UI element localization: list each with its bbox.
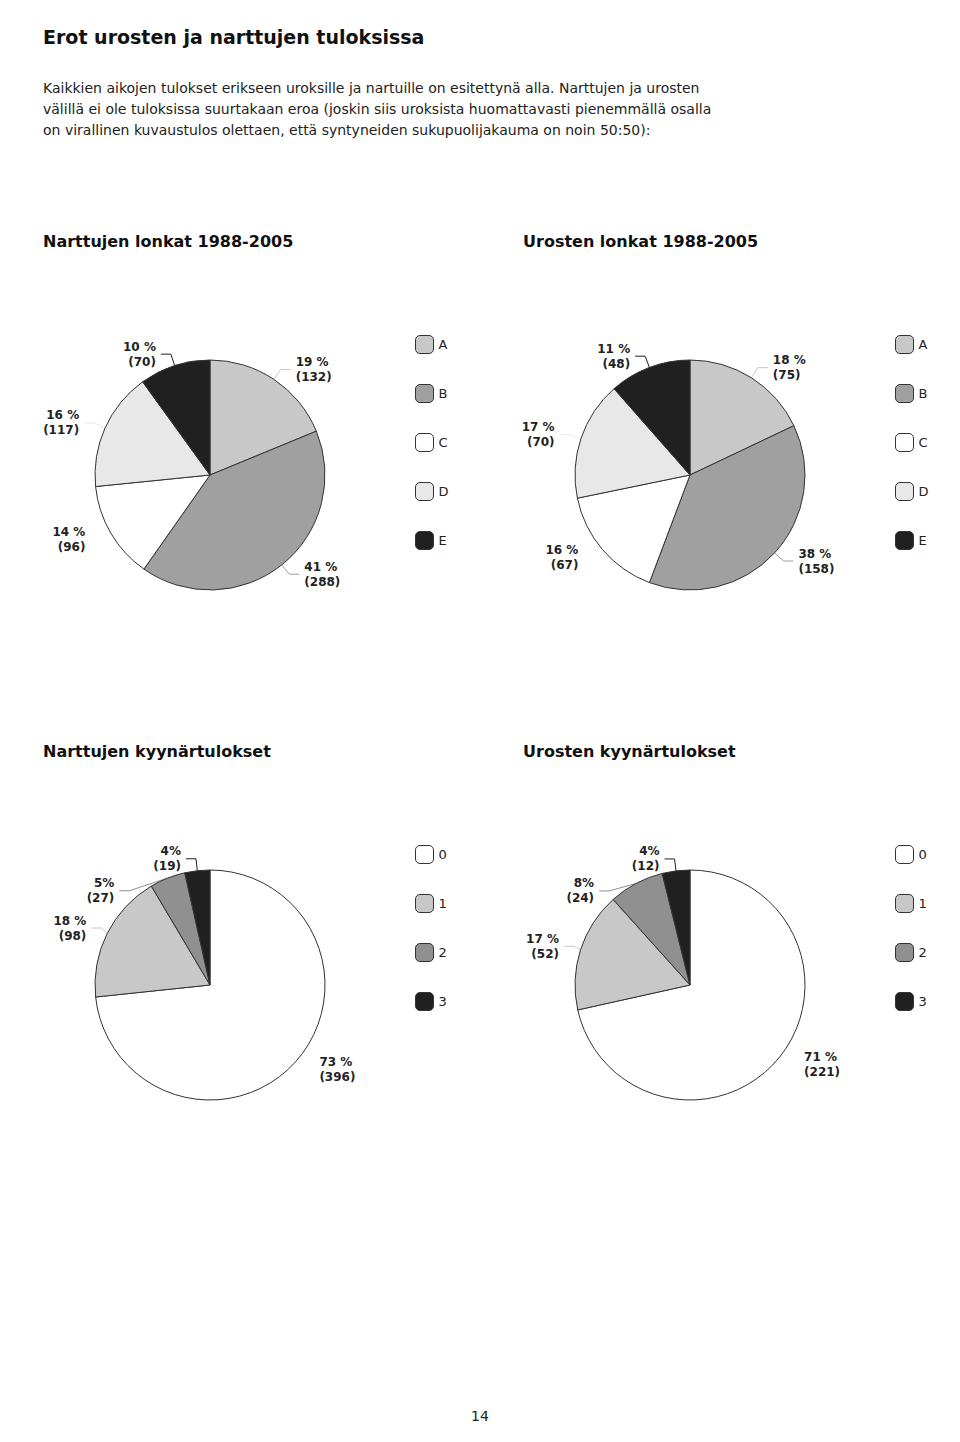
svg-text:(98): (98) xyxy=(59,929,87,943)
svg-text:Urosten lonkat 1988-2005: Urosten lonkat 1988-2005 xyxy=(523,232,758,251)
svg-text:16 %: 16 % xyxy=(46,408,79,422)
svg-text:E: E xyxy=(439,533,447,548)
svg-text:(70): (70) xyxy=(527,435,555,449)
svg-text:(24): (24) xyxy=(566,891,594,905)
svg-text:5%: 5% xyxy=(94,876,114,890)
svg-text:(96): (96) xyxy=(58,540,86,554)
svg-text:(158): (158) xyxy=(798,562,834,576)
svg-text:(75): (75) xyxy=(773,368,801,382)
svg-text:4%: 4% xyxy=(639,844,659,858)
svg-text:1: 1 xyxy=(439,896,447,911)
svg-text:17 %: 17 % xyxy=(522,420,555,434)
svg-text:2: 2 xyxy=(919,945,927,960)
svg-text:11 %: 11 % xyxy=(597,342,630,356)
svg-text:A: A xyxy=(919,337,928,352)
svg-text:Narttujen kyynärtulokset: Narttujen kyynärtulokset xyxy=(43,742,271,761)
svg-text:D: D xyxy=(439,484,449,499)
svg-text:10 %: 10 % xyxy=(123,340,156,354)
svg-text:D: D xyxy=(919,484,929,499)
svg-text:38 %: 38 % xyxy=(798,547,831,561)
svg-text:(396): (396) xyxy=(319,1070,355,1084)
svg-text:(117): (117) xyxy=(43,423,79,437)
svg-text:välillä ei ole tuloksissa suur: välillä ei ole tuloksissa suurtakaan ero… xyxy=(43,101,711,117)
svg-text:(221): (221) xyxy=(804,1065,840,1079)
svg-text:C: C xyxy=(439,435,448,450)
svg-text:(48): (48) xyxy=(602,357,630,371)
svg-text:3: 3 xyxy=(919,994,927,1009)
svg-text:(27): (27) xyxy=(87,891,115,905)
svg-text:16 %: 16 % xyxy=(545,543,578,557)
svg-text:Urosten kyynärtulokset: Urosten kyynärtulokset xyxy=(523,742,736,761)
svg-text:on virallinen kuvaustulos olet: on virallinen kuvaustulos olettaen, että… xyxy=(43,122,650,138)
svg-text:17 %: 17 % xyxy=(526,932,559,946)
svg-text:(288): (288) xyxy=(304,575,340,589)
svg-text:(12): (12) xyxy=(632,859,660,873)
svg-text:(67): (67) xyxy=(551,558,579,572)
svg-text:18 %: 18 % xyxy=(773,353,806,367)
svg-text:Kaikkien aikojen tulokset erik: Kaikkien aikojen tulokset erikseen uroks… xyxy=(43,80,700,96)
svg-text:A: A xyxy=(439,337,448,352)
svg-text:Narttujen lonkat 1988-2005: Narttujen lonkat 1988-2005 xyxy=(43,232,293,251)
svg-text:(70): (70) xyxy=(128,355,156,369)
svg-text:Erot urosten ja narttujen tulo: Erot urosten ja narttujen tuloksissa xyxy=(43,26,424,48)
svg-text:3: 3 xyxy=(439,994,447,1009)
svg-text:2: 2 xyxy=(439,945,447,960)
svg-text:(52): (52) xyxy=(531,947,559,961)
svg-text:41 %: 41 % xyxy=(304,560,337,574)
svg-text:14: 14 xyxy=(471,1408,489,1424)
svg-text:E: E xyxy=(919,533,927,548)
svg-text:0: 0 xyxy=(439,847,447,862)
svg-text:18 %: 18 % xyxy=(53,914,86,928)
svg-text:73 %: 73 % xyxy=(319,1055,352,1069)
svg-text:71 %: 71 % xyxy=(804,1050,837,1064)
svg-text:4%: 4% xyxy=(161,844,181,858)
svg-text:C: C xyxy=(919,435,928,450)
svg-text:0: 0 xyxy=(919,847,927,862)
svg-text:1: 1 xyxy=(919,896,927,911)
svg-text:B: B xyxy=(919,386,928,401)
svg-text:(132): (132) xyxy=(296,370,332,384)
svg-text:(19): (19) xyxy=(153,859,181,873)
svg-text:19 %: 19 % xyxy=(296,355,329,369)
svg-text:B: B xyxy=(439,386,448,401)
svg-text:14 %: 14 % xyxy=(52,525,85,539)
svg-text:8%: 8% xyxy=(574,876,594,890)
